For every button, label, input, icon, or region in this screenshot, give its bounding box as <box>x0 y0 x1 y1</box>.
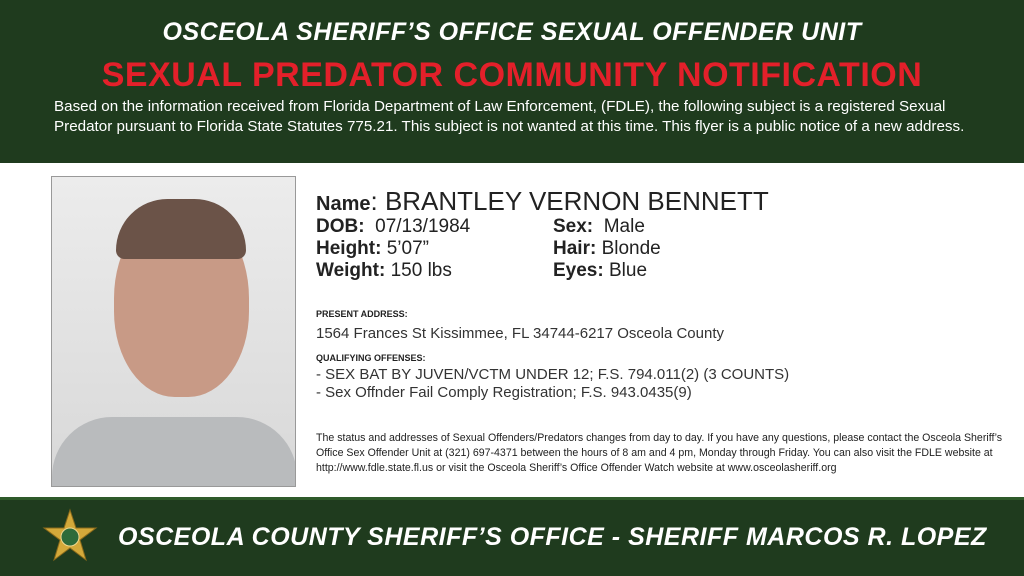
offenses-label: QUALIFYING OFFENSES: <box>316 353 426 363</box>
subject-name: Name: BRANTLEY VERNON BENNETT <box>316 186 769 216</box>
hair-row: Hair: Blonde <box>553 238 661 260</box>
weight-label: Weight: <box>316 260 386 281</box>
offense-item: - Sex Offnder Fail Comply Registration; … <box>316 384 692 401</box>
weight-value: 150 lbs <box>390 260 452 281</box>
sheriff-star-badge-icon <box>42 508 98 562</box>
sex-value: Male <box>603 216 645 237</box>
hair-value: Blonde <box>601 238 661 259</box>
sex-label: Sex: <box>553 216 594 237</box>
address-label: PRESENT ADDRESS: <box>316 309 408 319</box>
intro-text: Based on the information received from F… <box>54 98 965 135</box>
eyes-row: Eyes: Blue <box>553 260 647 282</box>
header-banner: OSCEOLA SHERIFF’S OFFICE SEXUAL OFFENDER… <box>0 0 1024 163</box>
dob-label: DOB: <box>316 216 365 237</box>
name-value: BRANTLEY VERNON BENNETT <box>384 186 769 216</box>
photo-shirt <box>52 417 295 486</box>
sex-row: Sex: Male <box>553 216 645 238</box>
height-row: Height: 5’07” <box>316 238 429 260</box>
subject-photo <box>51 176 296 487</box>
weight-row: Weight: 150 lbs <box>316 260 452 282</box>
eyes-value: Blue <box>608 260 648 281</box>
offense-item: - SEX BAT BY JUVEN/VCTM UNDER 12; F.S. 7… <box>316 366 790 383</box>
header-title: OSCEOLA SHERIFF’S OFFICE SEXUAL OFFENDER… <box>162 18 862 46</box>
height-label: Height: <box>316 238 382 259</box>
photo-hair <box>116 199 246 259</box>
hair-label: Hair: <box>553 238 597 259</box>
notice-text: The status and addresses of Sexual Offen… <box>316 432 1003 474</box>
header-subtitle: SEXUAL PREDATOR COMMUNITY NOTIFICATION <box>101 56 923 94</box>
name-label: Name <box>316 193 371 215</box>
footer-banner: OSCEOLA COUNTY SHERIFF’S OFFICE - SHERIF… <box>0 497 1024 576</box>
address-value: 1564 Frances St Kissimmee, FL 34744-6217… <box>316 325 724 342</box>
height-value: 5’07” <box>386 238 429 259</box>
dob-value: 07/13/1984 <box>375 216 471 237</box>
dob-row: DOB: 07/13/1984 <box>316 216 470 238</box>
eyes-label: Eyes: <box>553 260 604 281</box>
footer-text: OSCEOLA COUNTY SHERIFF’S OFFICE - SHERIF… <box>118 523 987 551</box>
